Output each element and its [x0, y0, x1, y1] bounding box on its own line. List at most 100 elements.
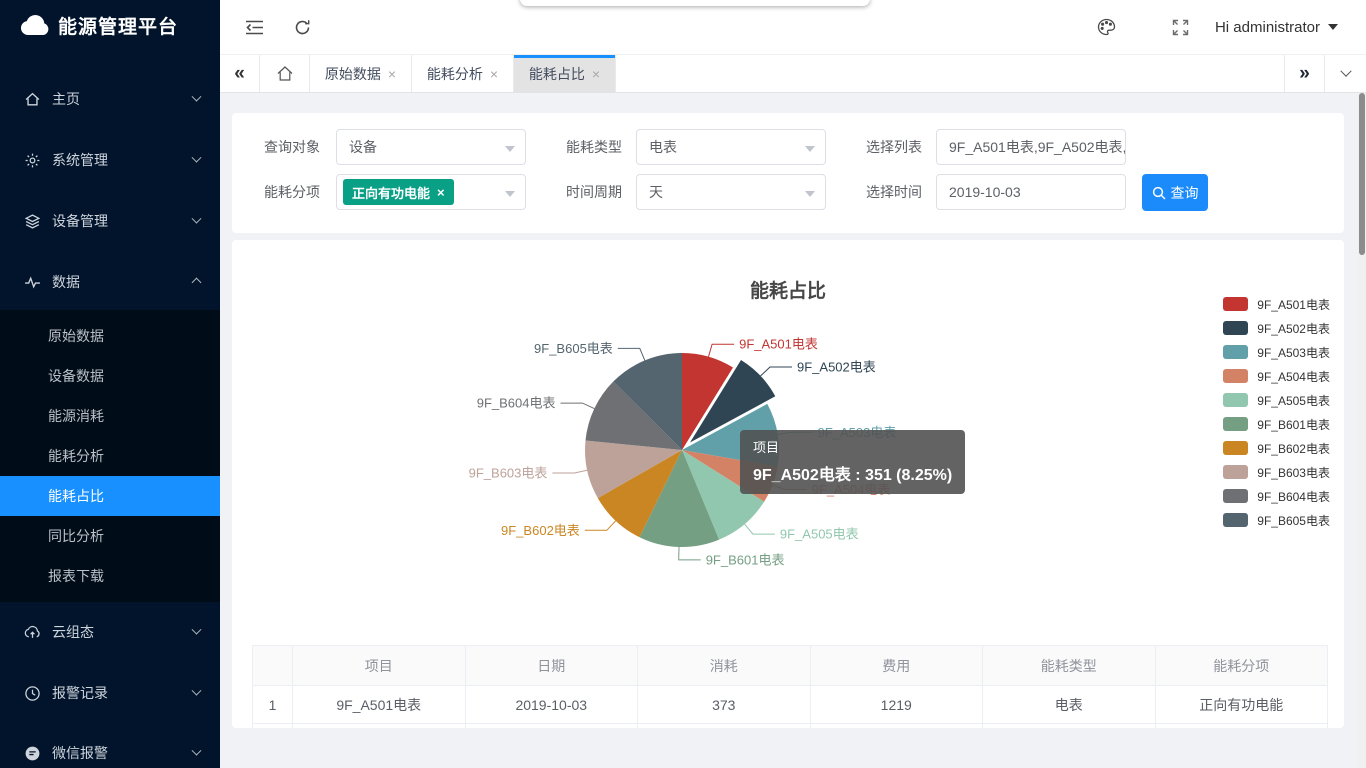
sidebar-submenu-data: 原始数据设备数据能源消耗能耗分析能耗占比同比分析报表下载: [0, 310, 220, 602]
data-table-wrap: 项目 日期 消耗 费用 能耗类型 能耗分项 1 9F_A501电表 2019-10-03 373 1…: [252, 645, 1328, 728]
pie-slice-9F_A502电表[interactable]: [690, 360, 776, 443]
pie-slice-9F_B603电表[interactable]: [585, 440, 682, 499]
legend-item-9F_A502电表[interactable]: 9F_A502电表: [1223, 316, 1330, 340]
table-header-费用: 费用: [809, 645, 983, 686]
pie-label-line: [560, 402, 595, 410]
pie-slice-9F_A505电表[interactable]: [682, 450, 765, 540]
filter-row-2: 能耗分项 正向有功电能 × 时间周期 天 选择时间 2019-10-03: [232, 174, 1344, 210]
table-cell: 2019-10-03: [464, 685, 638, 724]
table-cell: 1: [252, 685, 293, 724]
scroll-tabs-right-icon[interactable]: »: [1284, 55, 1324, 92]
energy-subitem-select[interactable]: 正向有功电能 ×: [336, 174, 526, 210]
pie-slice-9F_B604电表[interactable]: [585, 381, 683, 451]
energy-type-select[interactable]: 电表: [636, 129, 826, 165]
chevron-down-icon: [191, 213, 202, 224]
header-right-group: Hi administrator: [1097, 18, 1338, 36]
table-header-日期: 日期: [464, 645, 638, 686]
close-icon[interactable]: ×: [591, 65, 601, 82]
sidebar-subitem-同比分析[interactable]: 同比分析: [48, 528, 104, 544]
home-tab-icon: [277, 65, 292, 81]
sidebar-item-devices[interactable]: 设备管理: [0, 201, 220, 241]
date-input[interactable]: 2019-10-03: [936, 174, 1126, 210]
tab-home[interactable]: [260, 55, 310, 92]
legend-item-9F_B605电表[interactable]: 9F_B605电表: [1223, 508, 1330, 532]
filter-panel: 查询对象 设备 能耗类型 电表 选择列表 9F_A501电表,9F_A502电表…: [232, 113, 1344, 233]
sidebar-item-home[interactable]: 主页: [0, 79, 220, 119]
vertical-scrollbar: [1358, 93, 1366, 768]
tag-close-icon[interactable]: ×: [437, 184, 445, 200]
chevron-down-icon: [191, 745, 202, 756]
sidebar-item-label: 数据: [52, 274, 80, 290]
sidebar-item-label: 云组态: [52, 624, 94, 640]
sidebar-subitem-能源消耗[interactable]: 能源消耗: [48, 408, 104, 424]
tab-energy-analysis[interactable]: 能耗分析 ×: [412, 55, 514, 92]
pie-label-line: [584, 520, 617, 531]
sidebar-item-alarm-records[interactable]: 报警记录: [0, 673, 220, 713]
fullscreen-icon[interactable]: [1172, 19, 1189, 36]
palette-icon[interactable]: [1097, 18, 1116, 36]
legend-swatch: [1223, 465, 1249, 479]
select-value: 设备: [349, 139, 377, 155]
sidebar-item-system[interactable]: 系统管理: [0, 140, 220, 180]
legend-item-9F_A501电表[interactable]: 9F_A501电表: [1223, 292, 1330, 316]
legend-item-9F_B603电表[interactable]: 9F_B603电表: [1223, 460, 1330, 484]
sidebar-subitem-设备数据[interactable]: 设备数据: [48, 368, 104, 384]
tabs-menu-icon[interactable]: [1324, 55, 1366, 92]
close-icon[interactable]: ×: [489, 65, 499, 82]
tab-energy-proportion[interactable]: 能耗占比 ×: [514, 55, 616, 92]
pie-slice-9F_B605电表[interactable]: [613, 353, 682, 450]
tag-label: 正向有功电能: [352, 185, 431, 201]
search-button[interactable]: 查询: [1142, 174, 1208, 211]
time-period-select[interactable]: 天: [636, 174, 826, 210]
select-list-input[interactable]: 9F_A501电表,9F_A502电表,: [936, 129, 1126, 165]
scrollbar-thumb[interactable]: [1359, 93, 1365, 255]
legend-item-9F_A505电表[interactable]: 9F_A505电表: [1223, 388, 1330, 412]
table-cell: [464, 723, 638, 728]
chevron-down-icon: [191, 91, 202, 102]
sidebar-subitem-报表下载[interactable]: 报表下载: [48, 568, 104, 584]
sidebar-item-cloud-scada[interactable]: 云组态: [0, 612, 220, 652]
filter-label: 能耗类型: [566, 139, 622, 155]
sidebar-subitem-能耗占比[interactable]: 能耗占比: [0, 476, 220, 516]
home-icon: [24, 91, 41, 108]
refresh-icon[interactable]: [294, 19, 311, 36]
legend-item-9F_B601电表[interactable]: 9F_B601电表: [1223, 412, 1330, 436]
selected-tag[interactable]: 正向有功电能 ×: [343, 179, 454, 205]
legend-label: 9F_B605电表: [1257, 513, 1330, 528]
legend-label: 9F_A504电表: [1257, 369, 1330, 384]
table-row: 1 9F_A501电表 2019-10-03 373 1219 电表 正向有功电能: [252, 685, 1328, 724]
sidebar-item-label: 设备管理: [52, 213, 108, 229]
sidebar-subitem-原始数据[interactable]: 原始数据: [48, 328, 104, 344]
search-button-label: 查询: [1170, 184, 1199, 201]
legend-swatch: [1223, 513, 1249, 527]
table-header-项目: 项目: [292, 645, 466, 686]
select-caret-icon: [805, 191, 815, 197]
user-greeting: Hi administrator: [1214, 18, 1320, 36]
close-icon[interactable]: ×: [387, 65, 397, 82]
user-menu[interactable]: Hi administrator: [1215, 19, 1338, 36]
pie-label-9F_B605电表: 9F_B605电表: [534, 341, 613, 356]
sidebar-subitem-能耗分析[interactable]: 能耗分析: [48, 448, 104, 464]
legend-item-9F_A503电表[interactable]: 9F_A503电表: [1223, 340, 1330, 364]
pie-slice-9F_A501电表[interactable]: [682, 353, 733, 450]
pie-slice-9F_B602电表[interactable]: [597, 450, 682, 538]
table-cell: 电表: [982, 685, 1156, 724]
legend-item-9F_A504电表[interactable]: 9F_A504电表: [1223, 364, 1330, 388]
menu-fold-icon[interactable]: [245, 19, 264, 36]
table-cell: [809, 723, 983, 728]
legend-swatch: [1223, 417, 1249, 431]
sidebar-item-data[interactable]: 数据: [0, 262, 220, 302]
table-row-clipped: [252, 723, 1328, 728]
pie-label-9F_A505电表: 9F_A505电表: [780, 527, 859, 542]
scroll-tabs-left-icon[interactable]: «: [220, 55, 260, 92]
legend-item-9F_B604电表[interactable]: 9F_B604电表: [1223, 484, 1330, 508]
legend-swatch: [1223, 297, 1249, 311]
sidebar-item-wechat-alarm[interactable]: 微信报警: [0, 733, 220, 768]
pie-label-9F_B601电表: 9F_B601电表: [706, 552, 785, 567]
tab-raw-data[interactable]: 原始数据 ×: [310, 55, 412, 92]
query-object-select[interactable]: 设备: [336, 129, 526, 165]
sidebar: 能源管理平台 主页 系统管理 设备管理: [0, 0, 220, 768]
pie-slice-9F_B601电表[interactable]: [639, 450, 720, 547]
content-area: 查询对象 设备 能耗类型 电表 选择列表 9F_A501电表,9F_A502电表…: [220, 93, 1366, 768]
legend-item-9F_B602电表[interactable]: 9F_B602电表: [1223, 436, 1330, 460]
